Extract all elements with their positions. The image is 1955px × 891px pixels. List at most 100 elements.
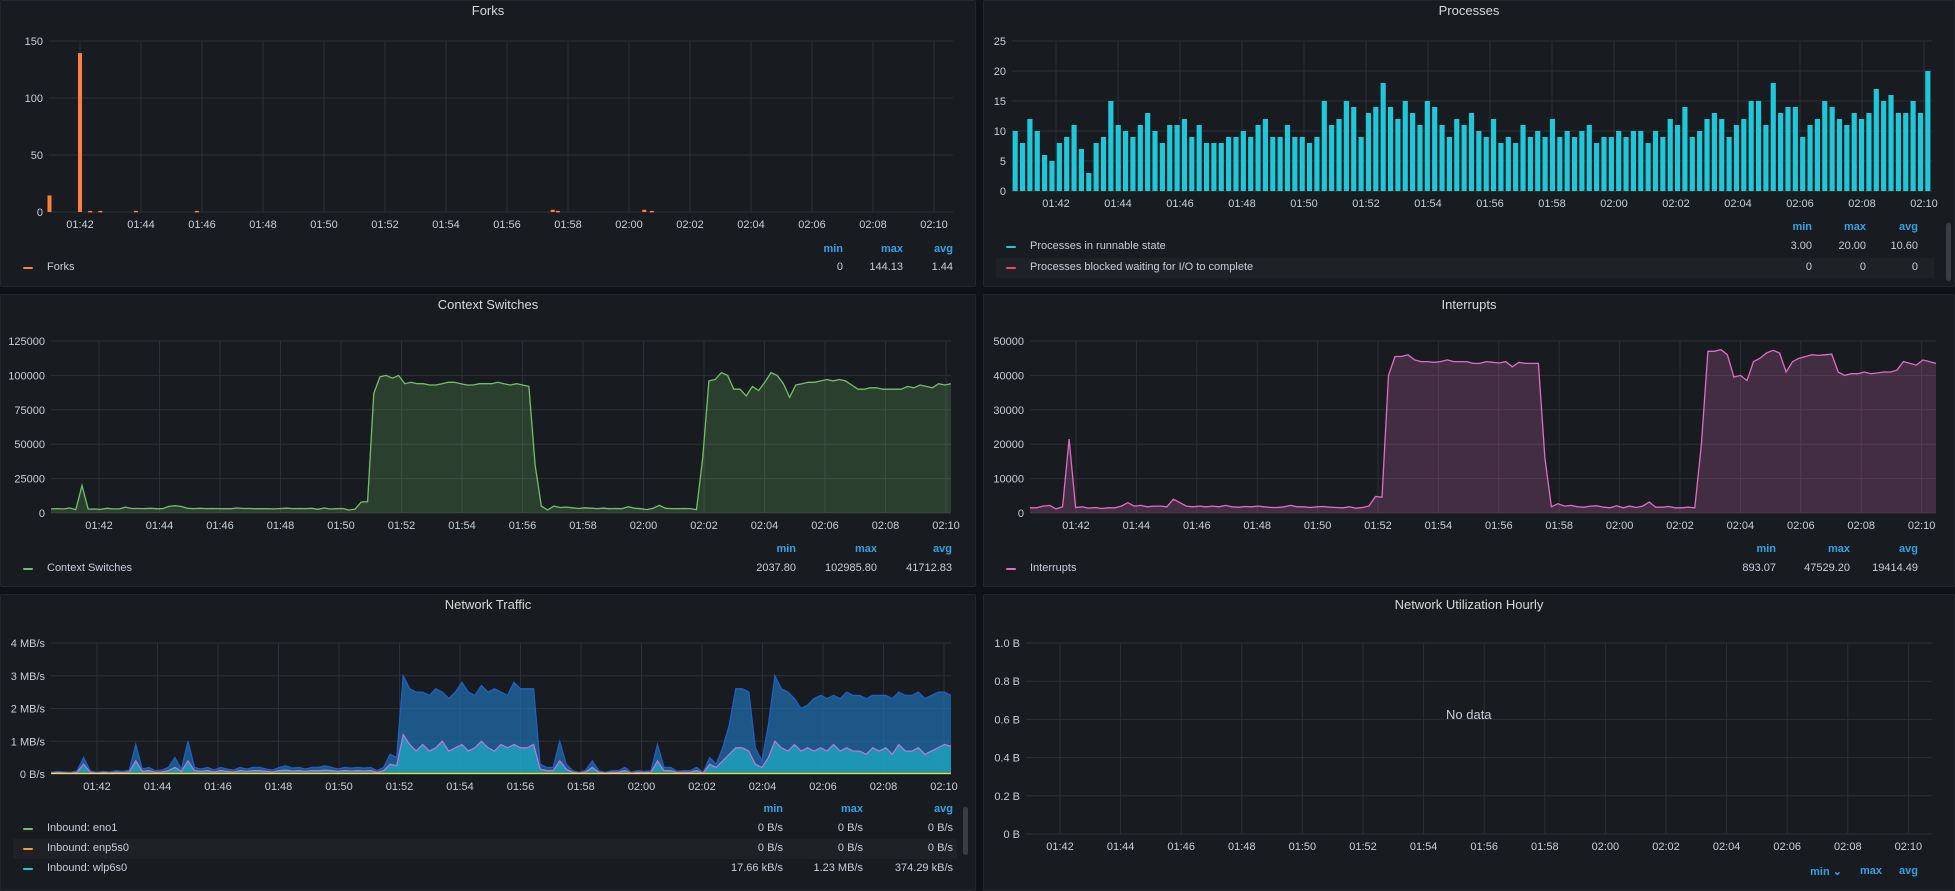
y-tick-label: 0 [37, 207, 43, 219]
processes-bar [1770, 83, 1776, 191]
legend-avg: 374.29 kB/s [894, 862, 953, 874]
legend-row-eno1[interactable]: Inbound: eno1 0 B/s 0 B/s 0 B/s [1, 819, 961, 839]
interrupts-chart[interactable]: 0 10000 20000 30000 40000 50000 01:42 01:44 01:4… [984, 295, 1955, 535]
x-tick-label: 01:42 [83, 781, 111, 793]
x-tick-label: 02:04 [1727, 520, 1755, 532]
panel-title[interactable]: Context Switches [437, 297, 539, 312]
processes-bar [1535, 131, 1541, 191]
processes-bar [1343, 101, 1349, 191]
panel-interrupts[interactable]: Interrupts 0 10000 20000 30000 40000 50000 01:… [983, 294, 1955, 587]
x-tick-label: 01:44 [127, 219, 155, 231]
panel-forks[interactable]: Forks 0 50 100 150 01:42 01:44 01:46 01:48 01:50… [0, 0, 976, 287]
legend-header-max[interactable]: max [1843, 221, 1866, 233]
x-tick-label: 01:44 [1123, 520, 1151, 532]
x-tick-label: 01:48 [267, 520, 295, 532]
panel-title[interactable]: Processes [1438, 3, 1500, 18]
processes-bar [1255, 125, 1261, 191]
panel-title[interactable]: Network Traffic [444, 597, 532, 612]
processes-bar [1741, 119, 1747, 191]
legend-max: 0 B/s [837, 842, 863, 854]
x-tick-label: 02:06 [1787, 520, 1815, 532]
context-switches-series-line [50, 371, 952, 511]
legend-scrollbar[interactable] [1946, 223, 1951, 281]
legend-row-runnable[interactable]: Processes in runnable state 3.00 20.00 1… [984, 237, 1944, 257]
network-utilization-chart[interactable]: 0 B 0.2 B 0.4 B 0.6 B 0.8 B 1.0 B 01:42 01:44 01… [984, 595, 1955, 860]
processes-bar [1594, 143, 1600, 191]
panel-title[interactable]: Forks [471, 3, 505, 18]
legend-header-avg[interactable]: avg [1899, 221, 1918, 233]
processes-bar [1778, 113, 1784, 191]
legend-header-avg[interactable]: avg [1899, 865, 1918, 877]
x-tick-label: 02:00 [1606, 520, 1634, 532]
network-traffic-chart[interactable]: 0 B/s 1 MB/s 2 MB/s 3 MB/s 4 MB/s 01:42 01:44 0… [1, 595, 976, 805]
x-tick-label: 02:10 [932, 520, 960, 532]
legend-row-enp5s0[interactable]: Inbound: enp5s0 0 B/s 0 B/s 0 B/s [13, 839, 957, 859]
legend-header-min[interactable]: min [763, 803, 783, 815]
legend-header-min[interactable]: min [1792, 221, 1812, 233]
x-tick-label: 02:06 [1773, 841, 1801, 853]
panel-context-switches[interactable]: Context Switches 0 25000 50000 75000 100000 1… [0, 294, 976, 587]
processes-chart[interactable]: 0 5 10 15 20 25 01:42 01:44 01:46 01:48 01:50 01:52… [984, 1, 1955, 226]
legend-avg: 0 B/s [927, 842, 953, 854]
x-tick-label: 02:10 [1910, 198, 1938, 210]
legend-max: 1.23 MB/s [813, 862, 863, 874]
processes-bar [1564, 131, 1570, 191]
legend-header-max[interactable]: max [880, 243, 903, 255]
x-tick-label: 01:54 [1425, 520, 1453, 532]
legend-min: 0 B/s [757, 842, 783, 854]
legend-swatch [23, 868, 33, 870]
legend-header-avg[interactable]: avg [934, 803, 953, 815]
legend-row-context-switches[interactable]: Context Switches 2037.80 102985.80 41712… [1, 559, 975, 579]
processes-bar [1071, 125, 1077, 191]
legend-swatch [23, 828, 33, 830]
legend-swatch [1006, 568, 1016, 570]
legend-row-interrupts[interactable]: Interrupts 893.07 47529.20 19414.49 [984, 559, 1954, 579]
network-outbound-series-area [51, 675, 951, 774]
legend-header-max[interactable]: max [1859, 865, 1882, 877]
processes-bar [1108, 101, 1114, 191]
processes-bar [1233, 137, 1239, 191]
legend-row-wlp6s0[interactable]: Inbound: wlp6s0 17.66 kB/s 1.23 MB/s 374… [1, 859, 961, 879]
processes-bar [1277, 137, 1283, 191]
legend-sort-min[interactable]: min ⌄ [1810, 866, 1842, 878]
x-tick-label: 01:44 [146, 520, 174, 532]
no-data-label: No data [1446, 707, 1492, 722]
forks-chart[interactable]: 0 50 100 150 01:42 01:44 01:46 01:48 01:50 01:52 0… [1, 1, 976, 241]
x-tick-label: 02:06 [809, 781, 837, 793]
legend-avg: 10.60 [1890, 240, 1918, 252]
legend-scrollbar[interactable] [963, 807, 968, 855]
x-tick-label: 01:44 [1104, 198, 1132, 210]
processes-bar [1748, 101, 1754, 191]
legend-header-min[interactable]: min [776, 543, 796, 555]
panel-network-utilization-hourly[interactable]: Network Utilization Hourly 0 B 0.2 B 0.4 B… [983, 594, 1955, 891]
legend-header-avg[interactable]: avg [933, 543, 952, 555]
processes-bar [1115, 125, 1121, 191]
processes-bar [1652, 131, 1659, 191]
legend-max: 144.13 [869, 261, 903, 273]
legend-row-forks[interactable]: Forks 0 144.13 1.44 [1, 258, 975, 278]
legend-header-min[interactable]: min [1756, 543, 1776, 555]
legend-header-max[interactable]: max [854, 543, 877, 555]
processes-bar [1829, 107, 1835, 191]
context-switches-chart[interactable]: 0 25000 50000 75000 100000 125000 01:42 01:44 01… [1, 295, 976, 535]
legend-header-avg[interactable]: avg [934, 243, 953, 255]
legend-header-max[interactable]: max [840, 803, 863, 815]
processes-bar [1645, 143, 1651, 191]
processes-bar [1387, 107, 1394, 191]
panel-network-traffic[interactable]: Network Traffic 0 B/s 1 MB/s 2 MB/s 3 MB/s 4… [0, 594, 976, 891]
legend-row-blocked[interactable]: Processes blocked waiting for I/O to com… [996, 258, 1934, 278]
processes-bar [1196, 125, 1202, 191]
legend-header-max[interactable]: max [1827, 543, 1850, 555]
processes-bar [1851, 113, 1857, 191]
x-tick-label: 01:50 [327, 520, 355, 532]
processes-bar [1034, 131, 1040, 191]
panel-title[interactable]: Network Utilization Hourly [1394, 597, 1544, 612]
panel-title[interactable]: Interrupts [1441, 297, 1497, 312]
panel-processes[interactable]: Processes 0 5 10 15 20 25 01:42 01:44 01:46 01:48… [983, 0, 1955, 287]
legend-header-avg[interactable]: avg [1899, 543, 1918, 555]
processes-bar [1439, 125, 1445, 191]
processes-bar [1697, 131, 1703, 191]
legend-swatch [23, 568, 33, 570]
legend-header-min[interactable]: min [823, 243, 843, 255]
processes-bar [1859, 119, 1865, 191]
